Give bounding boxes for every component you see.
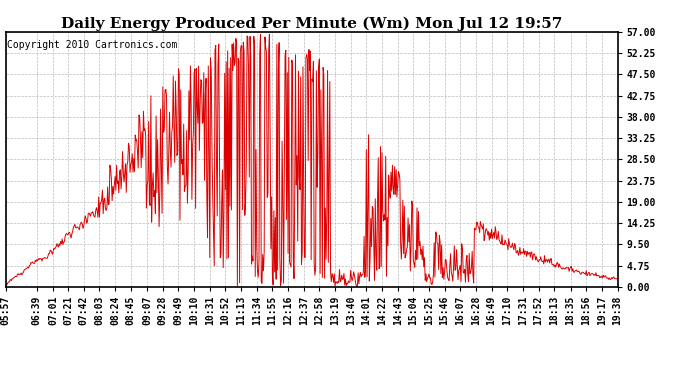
Text: Copyright 2010 Cartronics.com: Copyright 2010 Cartronics.com <box>8 39 178 50</box>
Title: Daily Energy Produced Per Minute (Wm) Mon Jul 12 19:57: Daily Energy Produced Per Minute (Wm) Mo… <box>61 16 562 31</box>
